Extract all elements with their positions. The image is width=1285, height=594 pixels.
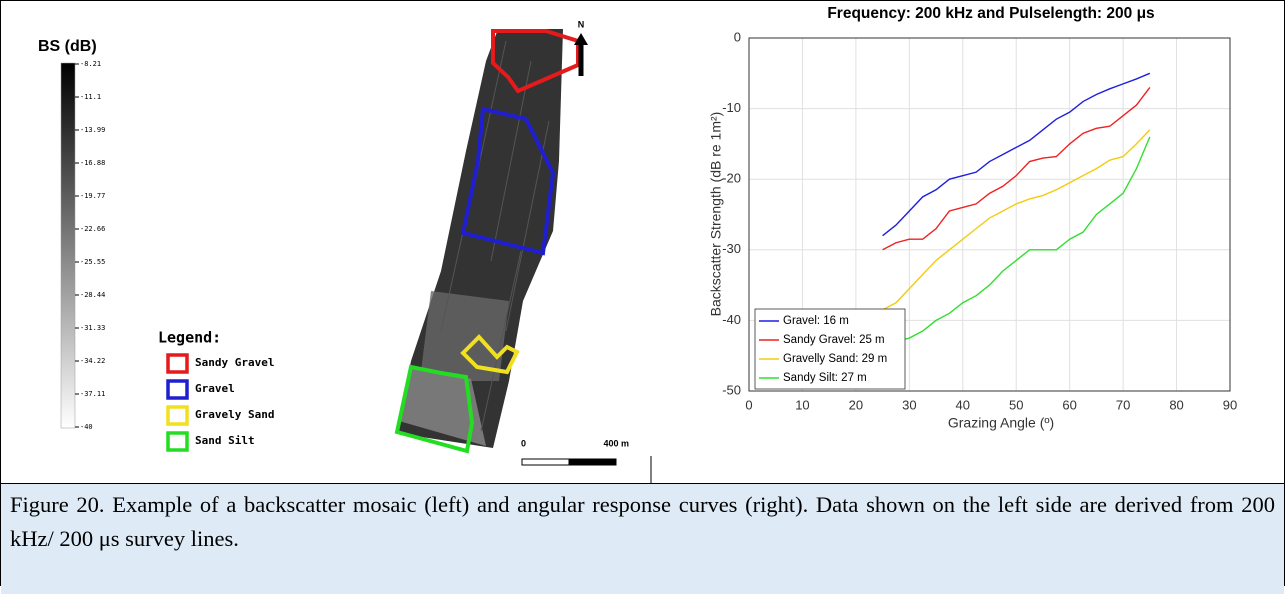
x-tick-label: 20: [849, 397, 863, 412]
legend-label: Sandy Gravel: [195, 356, 274, 369]
figure: BS (dB) -8.21 -11.1 -13.99 -16.88 -19.77 -22.…: [1, 1, 1284, 483]
colorbar: [61, 63, 75, 428]
y-tick-label: 0: [734, 29, 741, 44]
map-legend: Sandy Gravel Gravel Gravely Sand Sand Silt: [168, 355, 274, 450]
colorbar-tick-label: -25.55: [80, 258, 105, 266]
legend-label: Sandy Silt: 27 m: [783, 372, 867, 384]
scale-bar: [522, 459, 569, 465]
chart: -50 -40 -30 -20 -10 0 0 10 20 30 40 50 60 70 80 90 Grave…: [722, 29, 1237, 412]
x-tick-label: 30: [902, 397, 916, 412]
scale-bar: [569, 459, 616, 465]
legend-label: Sand Silt: [195, 434, 255, 447]
x-tick-label: 50: [1009, 397, 1023, 412]
x-tick-label: 60: [1062, 397, 1076, 412]
north-label: N: [578, 19, 585, 29]
legend-swatch: [168, 355, 187, 372]
x-tick-label: 80: [1169, 397, 1183, 412]
colorbar-tick-label: -31.33: [80, 324, 105, 332]
figure-frame: BS (dB) -8.21 -11.1 -13.99 -16.88 -19.77 -22.…: [0, 0, 1285, 586]
scale-start: 0: [521, 438, 526, 448]
colorbar-tick-label: -28.44: [80, 291, 105, 299]
y-axis-label: Backscatter Strength (dB re 1m²): [708, 112, 724, 317]
colorbar-tick-label: -34.22: [80, 357, 105, 365]
colorbar-tick-label: -16.88: [80, 159, 105, 167]
x-tick-label: 0: [745, 397, 752, 412]
legend-label: Gravel: [195, 382, 235, 395]
y-tick-label: -20: [722, 171, 741, 186]
y-tick-label: -30: [722, 241, 741, 256]
colorbar-tick-label: -22.66: [80, 225, 105, 233]
colorbar-tick-label: -8.21: [80, 60, 101, 68]
scale-end: 400 m: [603, 438, 629, 448]
x-axis-label: Grazing Angle (º): [948, 415, 1054, 431]
colorbar-tick-label: -11.1: [80, 93, 101, 101]
legend-swatch: [168, 381, 187, 398]
colorbar-ticks: -8.21 -11.1 -13.99 -16.88 -19.77 -22.66 -25.55…: [75, 60, 105, 431]
x-tick-label: 70: [1116, 397, 1130, 412]
y-tick-label: -50: [722, 382, 741, 397]
colorbar-tick-label: -19.77: [80, 192, 105, 200]
legend-label: Gravel: 16 m: [783, 315, 849, 327]
colorbar-tick-label: -37.11: [80, 390, 105, 398]
mosaic-light: [421, 291, 509, 381]
legend-label: Sandy Gravel: 25 m: [783, 334, 885, 346]
chart-title: Frequency: 200 kHz and Pulselength: 200 …: [827, 5, 1154, 22]
legend-title: Legend:: [158, 329, 221, 347]
colorbar-tick-label: -13.99: [80, 126, 105, 134]
x-tick-label: 10: [795, 397, 809, 412]
legend-label: Gravelly Sand: 29 m: [783, 353, 887, 365]
legend-label: Gravely Sand: [195, 408, 274, 421]
colorbar-title: BS (dB): [38, 38, 97, 55]
caption: Figure 20. Example of a backscatter mosa…: [1, 483, 1284, 594]
y-tick-label: -40: [722, 312, 741, 327]
y-tick-label: -10: [722, 100, 741, 115]
legend-swatch: [168, 433, 187, 450]
x-tick-label: 40: [956, 397, 970, 412]
colorbar-tick-label: -40: [80, 423, 93, 431]
legend-swatch: [168, 407, 187, 424]
x-tick-label: 90: [1223, 397, 1237, 412]
